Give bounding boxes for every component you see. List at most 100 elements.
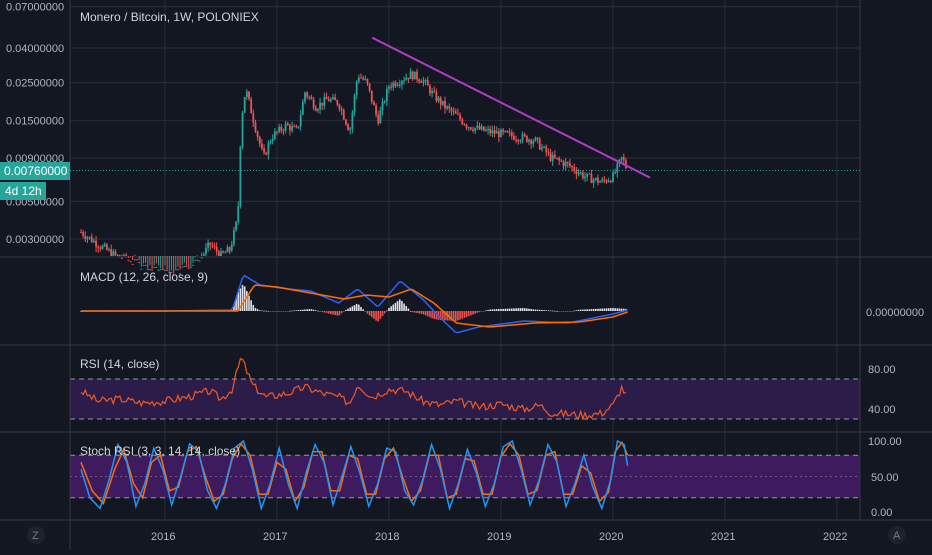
macd-histogram-bar bbox=[508, 308, 511, 311]
candle-body bbox=[254, 122, 257, 132]
candle-body bbox=[317, 109, 319, 111]
candle-body bbox=[401, 81, 403, 85]
candle-body bbox=[366, 79, 369, 84]
macd-histogram-bar bbox=[429, 311, 431, 318]
candle-body bbox=[114, 251, 117, 255]
candle-body bbox=[579, 172, 582, 174]
macd-histogram-bar bbox=[551, 310, 554, 312]
candle-body bbox=[187, 268, 190, 270]
candle-body bbox=[607, 180, 610, 183]
macd-histogram-bar bbox=[388, 308, 390, 311]
candle-body bbox=[304, 92, 306, 102]
macd-histogram-bar bbox=[504, 308, 507, 311]
candle-body bbox=[101, 245, 104, 249]
candle-body bbox=[590, 173, 593, 184]
candle-body bbox=[241, 112, 244, 147]
candle-body bbox=[597, 177, 599, 183]
macd-histogram-bar bbox=[517, 308, 520, 311]
candle-body bbox=[392, 82, 395, 88]
candle-body bbox=[360, 77, 362, 79]
macd-histogram-bar bbox=[263, 310, 265, 312]
candle-body bbox=[377, 114, 380, 124]
macd-histogram-bar bbox=[582, 309, 584, 311]
macd-histogram-bar bbox=[295, 310, 298, 311]
macd-histogram-bar bbox=[506, 308, 509, 311]
macd-histogram-bar bbox=[284, 311, 287, 312]
candle-body bbox=[202, 254, 205, 256]
macd-histogram-bar bbox=[243, 286, 246, 311]
candle-body bbox=[541, 147, 543, 150]
candle-body bbox=[513, 135, 515, 140]
candle-body bbox=[609, 180, 612, 182]
macd-histogram-bar bbox=[291, 310, 293, 312]
macd-histogram-bar bbox=[312, 309, 315, 311]
macd-histogram-bar bbox=[418, 311, 420, 314]
time-axis[interactable]: 2016 2017 2018 2019 2020 2021 2022 bbox=[151, 531, 847, 543]
candle-body bbox=[95, 240, 97, 247]
macd-histogram-bar bbox=[519, 308, 522, 311]
countdown-tag-text: 4d 12h bbox=[5, 184, 42, 198]
candle-body bbox=[461, 119, 464, 125]
price-axis-label: 0.04000000 bbox=[6, 43, 64, 55]
candle-body bbox=[325, 96, 328, 100]
last-price-tag-text: 0.00760000 bbox=[4, 164, 68, 178]
candle-body bbox=[237, 206, 240, 222]
macd-histogram-bar bbox=[586, 309, 588, 311]
trendline[interactable] bbox=[371, 36, 651, 179]
macd-histogram-bar bbox=[401, 301, 403, 311]
macd-histogram-bar bbox=[345, 309, 347, 311]
candle-body bbox=[179, 273, 181, 275]
macd-histogram-bar bbox=[358, 304, 360, 311]
candle-body bbox=[342, 110, 345, 120]
macd-histogram-bar bbox=[351, 306, 354, 311]
zoom-button[interactable]: Z bbox=[27, 526, 45, 544]
stoch-rsi-pane[interactable] bbox=[80, 439, 629, 512]
candle-body bbox=[99, 247, 102, 249]
macd-pane[interactable] bbox=[80, 274, 628, 334]
macd-histogram-bar bbox=[422, 311, 425, 315]
candle-body bbox=[530, 139, 533, 144]
candle-body bbox=[306, 92, 309, 97]
candle-body bbox=[383, 101, 386, 103]
macd-histogram-bar bbox=[409, 311, 412, 312]
candle-body bbox=[584, 176, 586, 178]
auto-scale-button[interactable]: A bbox=[888, 526, 906, 544]
candle-body bbox=[108, 249, 110, 251]
macd-histogram-bar bbox=[577, 309, 580, 311]
macd-histogram-bar bbox=[310, 309, 313, 311]
rsi-pane[interactable] bbox=[80, 357, 627, 421]
macd-histogram-bar bbox=[254, 308, 257, 311]
macd-histogram-bar bbox=[321, 311, 324, 312]
candle-body bbox=[364, 79, 367, 81]
candle-body bbox=[338, 104, 341, 110]
macd-histogram-bar bbox=[338, 311, 341, 316]
candle-body bbox=[487, 129, 489, 131]
macd-histogram-bar bbox=[340, 311, 343, 314]
macd-histogram-bar bbox=[375, 311, 377, 321]
macd-histogram-bar bbox=[560, 311, 563, 312]
candle-body bbox=[224, 252, 227, 254]
candle-body bbox=[97, 246, 100, 248]
candle-body bbox=[444, 100, 446, 109]
macd-histogram-bar bbox=[265, 310, 268, 312]
time-axis-label: 2021 bbox=[711, 531, 735, 543]
candle-body bbox=[228, 247, 231, 251]
candle-body bbox=[334, 97, 337, 101]
price-pane[interactable] bbox=[70, 36, 860, 275]
stoch-axis-label-100: 100.00 bbox=[868, 436, 902, 448]
candle-body bbox=[174, 269, 177, 271]
macd-histogram-bar bbox=[269, 311, 272, 312]
candle-body bbox=[84, 235, 87, 239]
rsi-axis-label-40: 40.00 bbox=[868, 404, 896, 416]
candle-body bbox=[465, 125, 468, 128]
candle-body bbox=[164, 269, 166, 271]
candle-body bbox=[581, 172, 584, 178]
candle-body bbox=[469, 127, 472, 130]
candle-body bbox=[146, 269, 149, 271]
macd-histogram-bar bbox=[547, 310, 550, 312]
candle-body bbox=[125, 255, 128, 257]
macd-histogram-bar bbox=[267, 310, 270, 312]
